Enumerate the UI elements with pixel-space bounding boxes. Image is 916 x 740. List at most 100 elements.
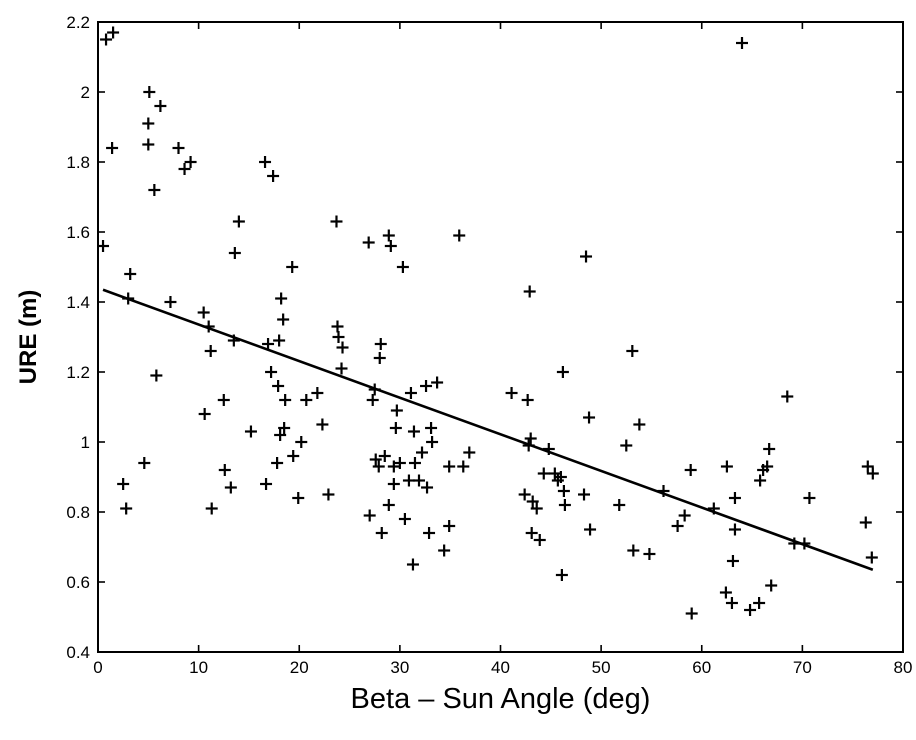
data-point bbox=[408, 457, 421, 469]
data-point bbox=[583, 411, 596, 424]
data-point bbox=[336, 341, 349, 354]
y-tick-label: 1.2 bbox=[66, 363, 90, 382]
x-tick-label: 20 bbox=[290, 658, 309, 677]
data-point bbox=[537, 467, 550, 480]
data-point bbox=[684, 464, 697, 476]
data-point bbox=[554, 471, 567, 483]
data-point bbox=[412, 474, 425, 487]
data-point bbox=[279, 394, 292, 406]
x-tick-label: 40 bbox=[491, 658, 510, 677]
data-point bbox=[218, 464, 231, 476]
data-point bbox=[100, 33, 113, 46]
data-point bbox=[387, 478, 400, 490]
data-point bbox=[178, 163, 191, 175]
data-point bbox=[426, 436, 439, 448]
trend-line bbox=[102, 288, 874, 571]
data-point bbox=[204, 345, 217, 357]
data-point bbox=[142, 138, 155, 151]
data-point bbox=[332, 331, 345, 343]
data-point bbox=[106, 142, 119, 154]
data-point bbox=[633, 418, 646, 431]
x-axis-title: Beta – Sun Angle (deg) bbox=[351, 683, 651, 715]
data-point bbox=[389, 422, 402, 434]
data-point bbox=[558, 499, 571, 511]
data-point bbox=[753, 597, 766, 609]
data-point bbox=[265, 366, 278, 378]
data-points bbox=[97, 26, 879, 620]
data-point bbox=[765, 579, 778, 592]
data-point bbox=[443, 520, 456, 532]
data-point bbox=[865, 551, 878, 564]
y-tick-label: 0.6 bbox=[66, 573, 90, 592]
data-point bbox=[557, 485, 570, 497]
data-point bbox=[273, 334, 286, 347]
x-tick-label: 70 bbox=[793, 658, 812, 677]
data-point bbox=[781, 390, 794, 403]
data-point bbox=[728, 492, 741, 504]
data-point bbox=[725, 597, 738, 609]
data-point bbox=[363, 509, 376, 522]
data-point bbox=[726, 555, 739, 567]
data-point bbox=[761, 460, 774, 473]
data-point bbox=[420, 380, 433, 392]
data-point bbox=[861, 460, 874, 473]
data-point bbox=[205, 502, 218, 515]
data-point bbox=[148, 184, 161, 196]
data-point bbox=[378, 450, 391, 462]
data-point bbox=[198, 408, 211, 420]
data-point bbox=[274, 429, 287, 441]
data-point bbox=[736, 37, 748, 49]
data-point bbox=[97, 240, 110, 252]
data-point bbox=[335, 362, 348, 375]
data-point bbox=[373, 352, 386, 364]
data-point bbox=[530, 502, 543, 515]
data-point bbox=[404, 387, 417, 399]
y-tick-label: 0.8 bbox=[66, 503, 90, 522]
y-tick-label: 1.8 bbox=[66, 153, 90, 172]
data-point bbox=[300, 394, 313, 406]
data-point bbox=[866, 467, 879, 480]
data-point bbox=[627, 544, 640, 557]
data-point bbox=[384, 240, 397, 252]
data-point bbox=[143, 86, 156, 98]
data-point bbox=[421, 481, 434, 494]
data-point bbox=[382, 499, 395, 511]
data-point bbox=[438, 544, 451, 557]
y-tick-label: 2 bbox=[81, 83, 90, 102]
data-point bbox=[720, 460, 733, 473]
data-point bbox=[122, 292, 135, 305]
data-point bbox=[744, 604, 757, 616]
data-point bbox=[277, 313, 290, 326]
data-point bbox=[372, 460, 385, 473]
data-point bbox=[443, 460, 456, 473]
x-tick-label: 0 bbox=[93, 658, 102, 677]
data-point bbox=[416, 446, 429, 459]
data-point bbox=[107, 26, 120, 39]
data-point bbox=[362, 236, 375, 249]
data-point bbox=[150, 369, 163, 382]
y-tick-label: 1.6 bbox=[66, 223, 90, 242]
data-point bbox=[584, 523, 597, 536]
data-point bbox=[728, 523, 741, 536]
data-point bbox=[117, 478, 130, 490]
data-point bbox=[217, 394, 230, 406]
data-point bbox=[295, 436, 308, 448]
data-point bbox=[685, 607, 698, 620]
data-point bbox=[311, 387, 324, 399]
data-point bbox=[396, 261, 409, 273]
data-point bbox=[754, 474, 767, 487]
data-point bbox=[120, 502, 133, 515]
data-point bbox=[463, 446, 476, 459]
x-axis-ticks: 0 10 20 30 40 50 60 70 80 bbox=[93, 22, 912, 677]
data-point bbox=[172, 142, 185, 154]
data-point bbox=[278, 422, 291, 434]
data-point bbox=[331, 320, 344, 333]
data-point bbox=[521, 394, 534, 406]
x-tick-label: 80 bbox=[894, 658, 913, 677]
data-point bbox=[138, 457, 151, 469]
data-point bbox=[671, 520, 684, 532]
y-axis-title: URE (m) bbox=[15, 290, 42, 385]
data-point bbox=[578, 488, 591, 501]
data-point bbox=[244, 425, 257, 438]
